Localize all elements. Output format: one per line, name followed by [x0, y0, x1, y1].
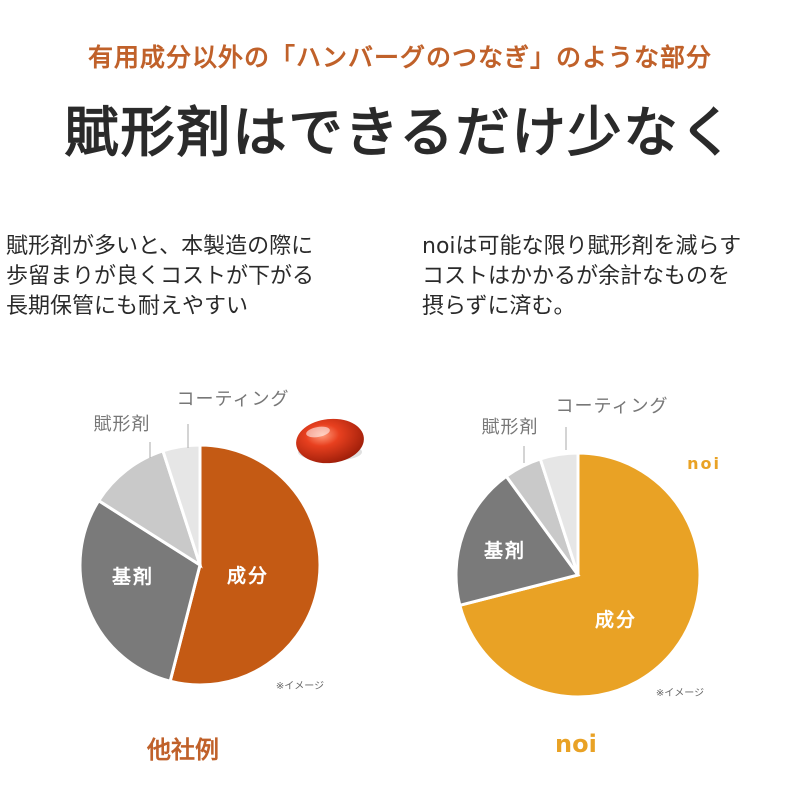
image-note: ※イメージ	[276, 681, 324, 692]
image-note: ※イメージ	[656, 688, 704, 699]
description-left: 賦形剤が多いと、本製造の際に 歩留まりが良くコストが下がる 長期保管にも耐えやす…	[6, 232, 314, 322]
caption-competitor: 他社例	[147, 736, 219, 764]
pie-slice-4	[538, 451, 580, 576]
description-line: 賦形剤が多いと、本製造の際に	[6, 234, 314, 259]
pie-slice-1	[168, 443, 322, 687]
capsule-image	[296, 418, 364, 464]
description-line: コストはかかるが余計なものを	[422, 264, 731, 289]
slice-label: コーティング	[556, 396, 669, 417]
description-right: noiは可能な限り賦形剤を減らす コストはかかるが余計なものを 摂らずに済む。	[422, 232, 741, 322]
slice-label: 賦形剤	[482, 417, 539, 438]
pie-slice-4	[161, 443, 202, 566]
brand-label: noi	[687, 454, 721, 473]
slice-label: 賦形剤	[94, 414, 151, 435]
page-title: 賦形剤はできるだけ少なく	[64, 101, 736, 164]
slice-label: コーティング	[177, 389, 290, 410]
pie-slice-1	[458, 451, 702, 699]
pie-slice-2	[78, 498, 202, 684]
description-line: 摂らずに済む。	[422, 294, 576, 319]
pie-slice-2	[454, 474, 581, 608]
description-line: 歩留まりが良くコストが下がる	[6, 264, 315, 289]
slice-label: 成分	[595, 608, 637, 631]
slice-label: 成分	[227, 564, 269, 587]
subtitle: 有用成分以外の「ハンバーグのつなぎ」のような部分	[87, 43, 712, 72]
slice-label: 基剤	[111, 565, 154, 588]
description-line: 長期保管にも耐えやすい	[6, 294, 249, 319]
caption-noi: noi	[555, 730, 597, 758]
pie-slice-3	[96, 448, 203, 569]
slice-label: 基剤	[483, 539, 526, 562]
pie-chart-competitor: 成分 基剤 賦形剤 コーティング ※イメージ	[78, 389, 324, 692]
description-line: noiは可能な限り賦形剤を減らす	[422, 234, 742, 259]
